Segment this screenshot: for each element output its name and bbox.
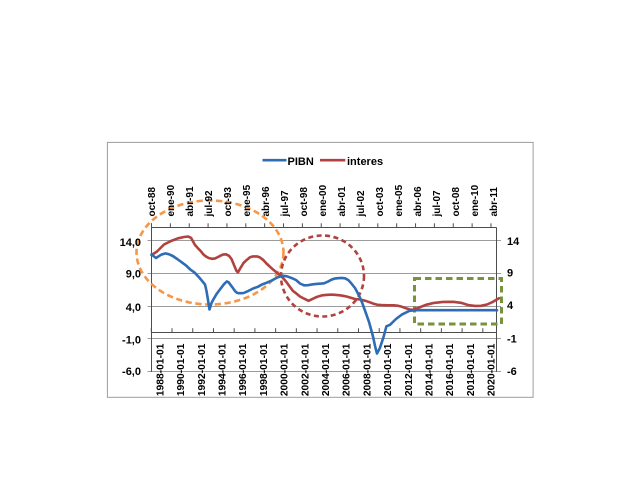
svg-text:9,0: 9,0: [126, 269, 141, 281]
svg-text:jul-97: jul-97: [280, 190, 291, 218]
svg-text:oct-98: oct-98: [299, 187, 310, 217]
svg-text:2008-01-01: 2008-01-01: [362, 343, 373, 396]
svg-text:1990-01-01: 1990-01-01: [176, 343, 187, 396]
svg-text:2002-01-01: 2002-01-01: [300, 343, 311, 396]
svg-text:9: 9: [507, 268, 513, 280]
svg-text:-1,0: -1,0: [122, 335, 141, 347]
svg-text:2010-01-01: 2010-01-01: [383, 343, 394, 396]
svg-text:-6: -6: [507, 366, 517, 378]
svg-text:4,0: 4,0: [126, 302, 141, 314]
svg-text:ene-90: ene-90: [166, 184, 177, 216]
svg-text:14,0: 14,0: [120, 237, 141, 249]
svg-text:1996-01-01: 1996-01-01: [238, 343, 249, 396]
svg-text:jul-07: jul-07: [432, 190, 443, 218]
svg-text:4: 4: [507, 300, 514, 312]
svg-text:oct-93: oct-93: [223, 187, 234, 217]
svg-text:abr-91: abr-91: [185, 186, 196, 216]
svg-text:1992-01-01: 1992-01-01: [197, 343, 208, 396]
svg-text:jul-02: jul-02: [356, 190, 367, 218]
svg-text:1994-01-01: 1994-01-01: [218, 343, 229, 396]
svg-text:2020-01-01: 2020-01-01: [487, 343, 498, 396]
svg-text:ene-05: ene-05: [394, 184, 405, 216]
svg-text:-1: -1: [507, 334, 517, 346]
svg-text:PIBN: PIBN: [288, 156, 314, 168]
svg-text:14: 14: [507, 236, 520, 248]
svg-text:jul-92: jul-92: [204, 190, 215, 218]
svg-text:oct-03: oct-03: [375, 187, 386, 217]
svg-text:oct-08: oct-08: [451, 187, 462, 217]
svg-text:2014-01-01: 2014-01-01: [425, 343, 436, 396]
svg-text:ene-95: ene-95: [242, 184, 253, 216]
svg-text:2004-01-01: 2004-01-01: [321, 343, 332, 396]
svg-text:1988-01-01: 1988-01-01: [155, 343, 166, 396]
svg-text:2018-01-01: 2018-01-01: [466, 343, 477, 396]
svg-text:2006-01-01: 2006-01-01: [342, 343, 353, 396]
svg-text:1998-01-01: 1998-01-01: [259, 343, 270, 396]
svg-text:ene-00: ene-00: [318, 184, 329, 216]
svg-text:ene-10: ene-10: [470, 184, 481, 216]
svg-text:2012-01-01: 2012-01-01: [404, 343, 415, 396]
svg-text:abr-01: abr-01: [337, 186, 348, 216]
svg-text:2016-01-01: 2016-01-01: [445, 343, 456, 396]
svg-text:oct-88: oct-88: [147, 187, 158, 217]
svg-text:interes: interes: [347, 156, 383, 168]
svg-text:abr-96: abr-96: [261, 186, 272, 216]
svg-text:abr-11: abr-11: [489, 187, 500, 217]
svg-text:2000-01-01: 2000-01-01: [280, 343, 291, 396]
svg-text:abr-06: abr-06: [413, 186, 424, 216]
svg-text:-6,0: -6,0: [122, 366, 141, 378]
